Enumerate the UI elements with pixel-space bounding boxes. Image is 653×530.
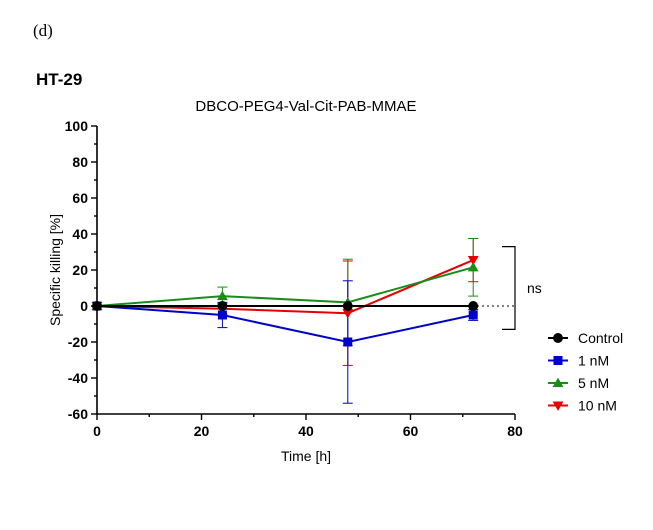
x-axis-label: Time [h] bbox=[281, 448, 331, 464]
chart-title: DBCO-PEG4-Val-Cit-PAB-MMAE bbox=[195, 98, 416, 115]
significance-label: ns bbox=[527, 280, 542, 296]
legend-label: 1 nM bbox=[578, 353, 609, 369]
series-line-5-nm bbox=[96, 266, 474, 307]
series-line-10-nm bbox=[96, 259, 474, 315]
y-axis-label: Specific killing [%] bbox=[47, 214, 63, 326]
y-tick-label: 80 bbox=[72, 154, 88, 170]
y-tick-label: -20 bbox=[68, 334, 88, 350]
y-tick-label: 20 bbox=[72, 262, 88, 278]
x-tick-label: 20 bbox=[194, 423, 210, 439]
legend-label: 10 nM bbox=[578, 398, 617, 414]
cell-line-label: HT-29 bbox=[36, 70, 82, 89]
data-point bbox=[342, 301, 353, 311]
data-point bbox=[468, 310, 478, 320]
legend: Control 1 nM 5 nM 10 nM bbox=[548, 330, 623, 414]
y-tick-label: 0 bbox=[80, 298, 88, 314]
x-tick-label: 0 bbox=[93, 423, 101, 439]
y-tick-label: -60 bbox=[68, 406, 88, 422]
y-tick-label: 60 bbox=[72, 190, 88, 206]
series-line-1-nm bbox=[96, 305, 474, 344]
data-point bbox=[92, 301, 102, 311]
data-point bbox=[343, 337, 353, 347]
legend-label: 5 nM bbox=[578, 375, 609, 391]
data-point bbox=[342, 309, 354, 319]
panel-label: (d) bbox=[33, 21, 53, 40]
x-tick-label: 40 bbox=[298, 423, 314, 439]
x-tick-label: 60 bbox=[403, 423, 419, 439]
significance-bracket bbox=[502, 246, 516, 330]
legend-label: Control bbox=[578, 330, 623, 346]
data-point bbox=[467, 256, 479, 266]
plot-area: -60 -40 -20 0 20 40 60 80 100 0 20 40 60 80 ns bbox=[65, 118, 542, 439]
data-point bbox=[217, 310, 227, 320]
legend-marker bbox=[553, 356, 563, 365]
y-tick-label: 40 bbox=[72, 226, 88, 242]
data-point bbox=[217, 301, 228, 311]
data-point bbox=[467, 261, 479, 272]
x-tick-label: 80 bbox=[507, 423, 523, 439]
data-point bbox=[217, 290, 228, 301]
y-tick-label: 100 bbox=[65, 118, 89, 134]
y-tick-label: -40 bbox=[68, 370, 88, 386]
legend-marker bbox=[552, 377, 564, 388]
legend-marker bbox=[553, 333, 563, 343]
legend-marker bbox=[552, 401, 564, 411]
data-point bbox=[468, 301, 479, 311]
